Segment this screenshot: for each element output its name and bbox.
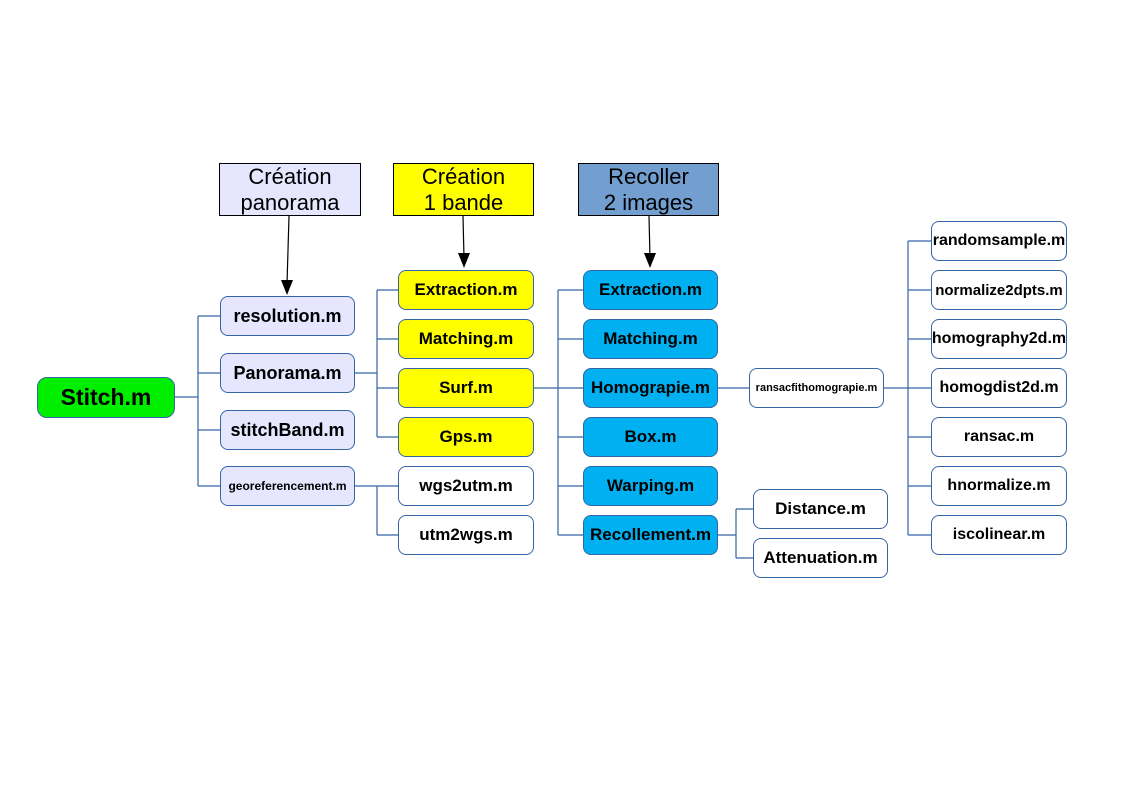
node-surf: Surf.m [398, 368, 534, 408]
node-ransacfithomograpie: ransacfithomograpie.m [749, 368, 884, 408]
node-gps: Gps.m [398, 417, 534, 457]
node-box: Box.m [583, 417, 718, 457]
arrow-creation-panorama [286, 215, 290, 285]
node-warping: Warping.m [583, 466, 718, 506]
header-creation-bande: Création 1 bande [393, 163, 534, 216]
node-iscolinear: iscolinear.m [931, 515, 1067, 555]
node-wgs2utm: wgs2utm.m [398, 466, 534, 506]
node-recollement: Recollement.m [583, 515, 718, 555]
connector-panorama [355, 289, 398, 438]
node-matching-surf: Matching.m [398, 319, 534, 359]
arrowhead-recoller [644, 253, 656, 268]
node-randomsample: randomsample.m [931, 221, 1067, 261]
connector-ransacfit [884, 240, 931, 536]
node-extraction-recoller: Extraction.m [583, 270, 718, 310]
node-extraction-surf: Extraction.m [398, 270, 534, 310]
node-panorama: Panorama.m [220, 353, 355, 393]
header-recoller: Recoller 2 images [578, 163, 719, 216]
node-matching-recoller: Matching.m [583, 319, 718, 359]
connector-stitch [175, 315, 220, 487]
node-resolution: resolution.m [220, 296, 355, 336]
node-homography2d: homography2d.m [931, 319, 1067, 359]
node-hnormalize: hnormalize.m [931, 466, 1067, 506]
arrow-recoller [648, 215, 651, 259]
arrowhead-creation-panorama [281, 280, 293, 295]
header-creation-panorama: Création panorama [219, 163, 361, 216]
arrow-creation-bande [462, 215, 465, 259]
node-normalize2dpts: normalize2dpts.m [931, 270, 1067, 310]
node-homogdist2d: homogdist2d.m [931, 368, 1067, 408]
node-stitch: Stitch.m [37, 377, 175, 418]
node-attenuation: Attenuation.m [753, 538, 888, 578]
connector-georeferencement [355, 485, 398, 536]
node-utm2wgs: utm2wgs.m [398, 515, 534, 555]
connector-surf [534, 289, 583, 536]
node-homograpie: Homograpie.m [583, 368, 718, 408]
arrowhead-creation-bande [458, 253, 470, 268]
connector-recollement [718, 508, 753, 559]
node-stitchband: stitchBand.m [220, 410, 355, 450]
node-distance: Distance.m [753, 489, 888, 529]
node-ransac: ransac.m [931, 417, 1067, 457]
node-georeferencement: georeferencement.m [220, 466, 355, 506]
